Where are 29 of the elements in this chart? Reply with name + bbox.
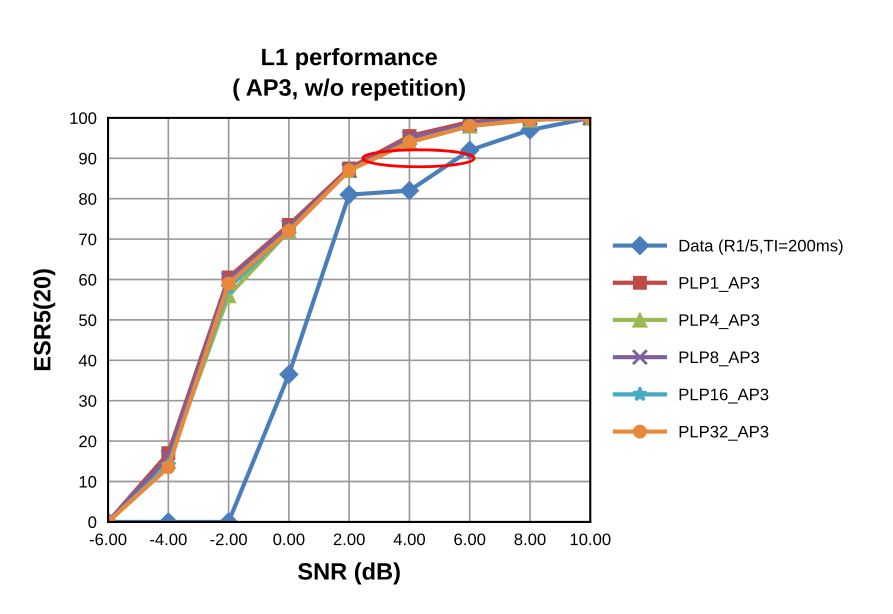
x-tick-label: 0.00 <box>273 533 304 546</box>
y-tick-label: 70 <box>79 233 96 246</box>
legend-label: Data (R1/5,TI=200ms) <box>680 239 843 255</box>
y-tick-label: 30 <box>79 395 96 407</box>
y-tick-label: 40 <box>78 354 96 366</box>
y-tick-label: 10 <box>80 476 96 488</box>
legend-label: PLP16_AP3 <box>680 388 768 404</box>
y-tick-label: 80 <box>79 193 96 205</box>
x-tick-label: -6.00 <box>90 533 126 546</box>
y-tick-label: 90 <box>79 152 96 164</box>
legend-label: PLP1_AP3 <box>680 276 760 292</box>
legend-label: PLP4_AP3 <box>680 314 760 330</box>
legend-label: PLP8_AP3 <box>680 351 760 366</box>
x-tick-label: -4.00 <box>150 533 187 546</box>
x-tick-label: 6.00 <box>454 533 486 546</box>
x-axis-title: SNR (dB) <box>298 562 400 584</box>
legend-label: PLP32_AP3 <box>680 426 768 441</box>
y-axis-title: ESR5(20) <box>33 269 56 370</box>
x-tick-label: 2.00 <box>334 533 365 546</box>
y-tick-label: 100 <box>70 112 96 124</box>
x-tick-label: 10.00 <box>570 533 610 546</box>
x-tick-label: -2.00 <box>210 533 247 546</box>
y-tick-label: 50 <box>79 314 96 326</box>
y-tick-label: 20 <box>79 436 96 448</box>
y-tick-label: 0 <box>88 516 96 528</box>
y-tick-label: 60 <box>79 274 96 286</box>
chart-title: L1 performance ( AP3, w/o repetition) <box>233 48 465 101</box>
x-tick-label: 4.00 <box>394 533 426 546</box>
x-tick-label: 8.00 <box>514 533 546 546</box>
